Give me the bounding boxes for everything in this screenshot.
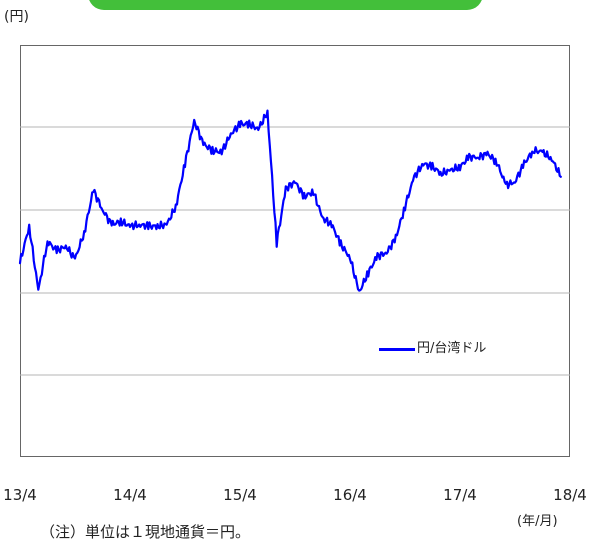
x-tick-label-16-4: 16/4 [333, 486, 367, 504]
x-tick-label-18-4: 18/4 [553, 486, 587, 504]
x-tick-label-14-4: 14/4 [113, 486, 147, 504]
x-tick-label-17-4: 17/4 [443, 486, 477, 504]
series-line-yen-twd [18, 109, 562, 292]
y-axis-unit-label: (円) [4, 9, 29, 25]
legend-line-icon [379, 347, 415, 351]
chart-legend: 円/台湾ドル [379, 340, 486, 358]
grid-lines [20, 126, 570, 376]
x-tick-label-13-4: 13/4 [3, 486, 37, 504]
plot-area [20, 45, 570, 457]
series-layer [18, 109, 562, 292]
top-banner [88, 0, 483, 10]
x-axis-unit-label: (年/月) [517, 514, 558, 529]
x-tick-label-15-4: 15/4 [223, 486, 257, 504]
footnote: （注）単位は１現地通貨＝円。 [40, 523, 251, 541]
legend-label: 円/台湾ドル [417, 341, 487, 356]
